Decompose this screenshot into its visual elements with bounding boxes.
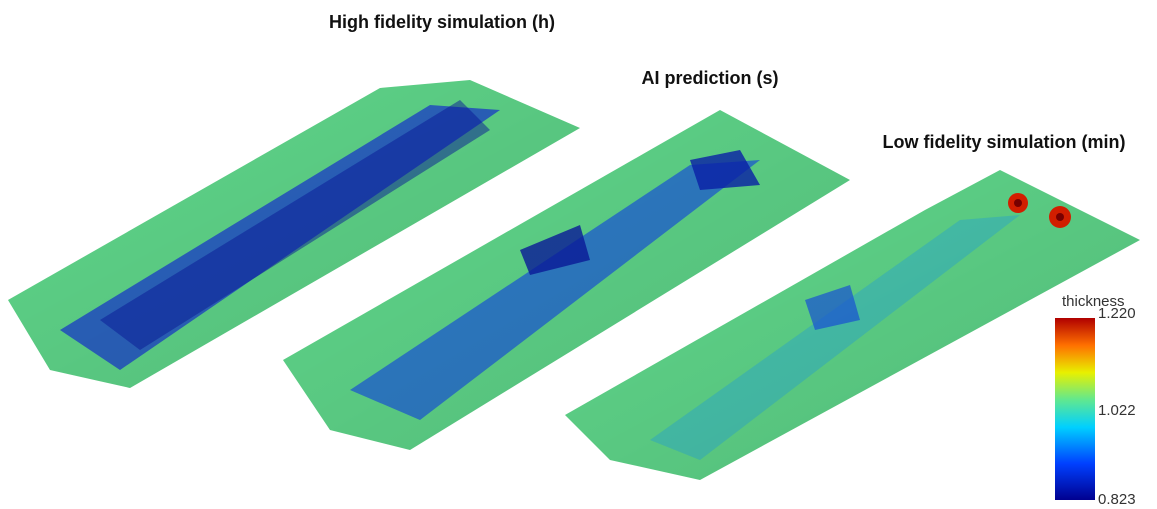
panel-title: Low fidelity simulation (min) xyxy=(883,132,1126,152)
colorbar-label: 1.022 xyxy=(1098,402,1136,419)
colorbar-label: 0.823 xyxy=(1098,491,1136,508)
colorbar-label: 1.220 xyxy=(1098,305,1136,322)
panel-title: High fidelity simulation (h) xyxy=(329,12,555,32)
panel-title: AI prediction (s) xyxy=(641,68,778,88)
colorbar: thickness 1.220 1.022 0.823 xyxy=(1055,293,1136,508)
figure: High fidelity simulation (h) AI predicti… xyxy=(0,0,1157,509)
colorbar-scale xyxy=(1055,318,1095,500)
